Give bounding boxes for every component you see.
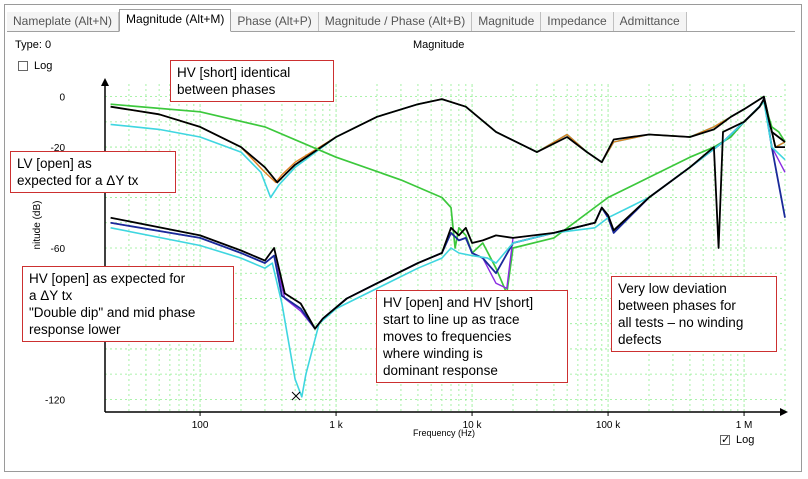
annotation-hv-open-short: HV [open] and HV [short] start to line u… xyxy=(376,290,568,383)
annotation-line: between phases xyxy=(177,82,276,97)
tab-phase[interactable]: Phase (Alt+P) xyxy=(231,12,319,31)
annotation-line: expected for a ΔY tx xyxy=(17,173,139,188)
annotation-line: moves to frequencies xyxy=(383,329,512,344)
tab-impedance[interactable]: Impedance xyxy=(541,12,614,31)
tab-magnitude-phase[interactable]: Magnitude / Phase (Alt+B) xyxy=(318,12,473,31)
annotation-line: dominant response xyxy=(383,363,498,378)
annotation-line: where winding is xyxy=(383,346,483,361)
x-axis-arrow-icon xyxy=(780,408,788,416)
annotation-line: HV [open] as expected for xyxy=(29,271,186,286)
annotation-deviation: Very low deviation between phases for al… xyxy=(611,276,777,352)
app-window xyxy=(4,4,802,472)
annotation-line: all tests – no winding xyxy=(618,315,744,330)
series-line-2 xyxy=(110,95,785,184)
null-marker-icon xyxy=(291,391,301,401)
type-label: Type: 0 xyxy=(15,39,52,51)
annotation-hv-short: HV [short] identical between phases xyxy=(170,60,334,102)
tab-bar: Nameplate (Alt+N) Magnitude (Alt+M) Phas… xyxy=(7,9,795,32)
y-tick-label: -60 xyxy=(51,244,66,255)
x-log-checkbox[interactable]: Log xyxy=(720,433,755,446)
series-line-7 xyxy=(110,98,786,330)
tab-nameplate[interactable]: Nameplate (Alt+N) xyxy=(7,12,120,31)
x-axis-label: Frequency (Hz) xyxy=(413,428,475,438)
y-axis-arrow-icon xyxy=(101,78,109,86)
x-log-label: Log xyxy=(736,434,755,446)
y-log-checkbox[interactable]: Log xyxy=(18,60,52,72)
annotation-line: Very low deviation xyxy=(618,281,727,296)
annotation-line: response lower xyxy=(29,322,121,337)
annotation-line: LV [open] as xyxy=(17,156,92,171)
series-line-1 xyxy=(110,95,786,184)
x-tick-label: 100 xyxy=(192,420,209,431)
annotation-line: defects xyxy=(618,332,662,347)
tab-magnitude[interactable]: Magnitude (Alt+M) xyxy=(119,9,232,32)
y-tick-label: -120 xyxy=(45,395,65,406)
x-tick-label: 10 k xyxy=(463,420,483,431)
y-tick-label: -20 xyxy=(51,143,66,154)
annotation-line: a ΔY tx xyxy=(29,288,73,303)
annotation-line: HV [open] and HV [short] xyxy=(383,295,534,310)
y-log-label: Log xyxy=(34,60,53,72)
annotation-line: "Double dip" and mid phase xyxy=(29,305,196,320)
y-axis-label: nitude (dB) xyxy=(32,201,43,250)
x-tick-label: 100 k xyxy=(596,420,621,431)
axis-layer xyxy=(101,78,788,416)
tab-admittance[interactable]: Admittance xyxy=(613,12,687,31)
tab-magnitude-plain[interactable]: Magnitude xyxy=(472,12,542,31)
annotation-line: start to line up as trace xyxy=(383,312,520,327)
y-tick-label: 0 xyxy=(59,93,65,104)
x-log-box[interactable] xyxy=(720,433,730,446)
x-tick-label: 1 k xyxy=(329,420,343,431)
tick-layer: 100 1 k 10 k 100 k 1 M 0 -20 -60 -120 xyxy=(45,93,752,431)
annotation-line: between phases for xyxy=(618,298,736,313)
chart-title: Magnitude xyxy=(413,39,465,51)
annotation-hv-open: HV [open] as expected for a ΔY tx "Doubl… xyxy=(22,266,234,342)
annotation-lv-open: LV [open] as expected for a ΔY tx xyxy=(10,151,176,193)
y-log-box[interactable] xyxy=(18,61,28,71)
annotation-line: HV [short] identical xyxy=(177,65,291,80)
x-tick-label: 1 M xyxy=(736,420,753,431)
